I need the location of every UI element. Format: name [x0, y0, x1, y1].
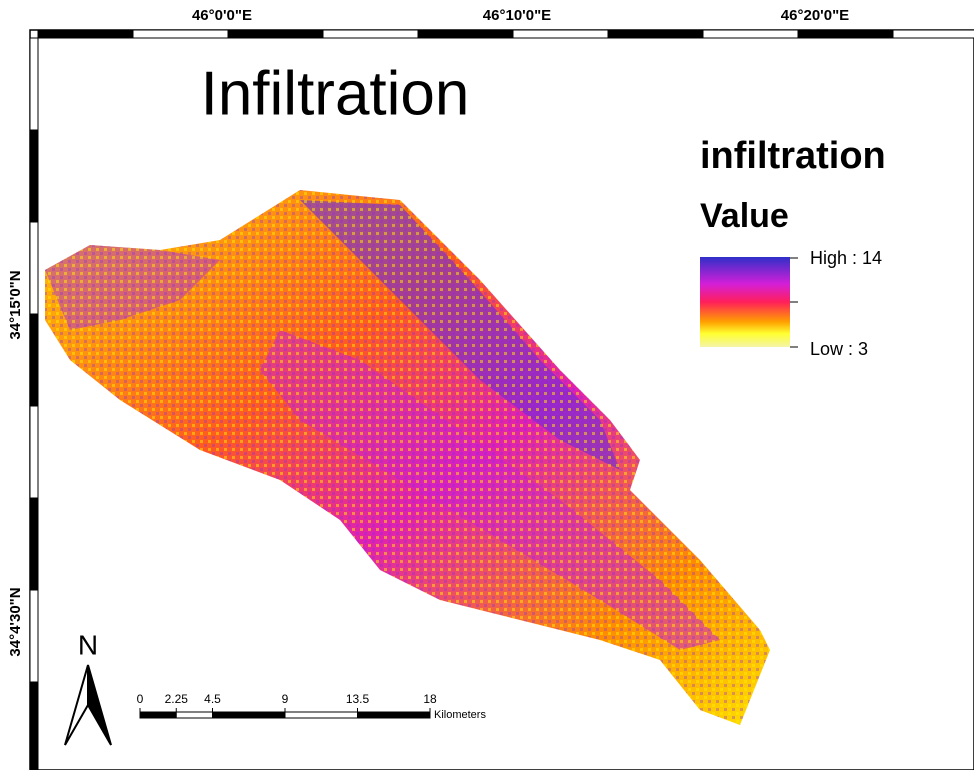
frame-segment [893, 30, 974, 38]
frame-segment [513, 30, 608, 38]
north-label: N [78, 629, 98, 660]
legend-low: Low : 3 [810, 339, 868, 359]
scale-segment [358, 712, 431, 718]
frame-segment [30, 682, 38, 770]
scale-label: 2.25 [165, 692, 189, 706]
frame-segment [323, 30, 418, 38]
frame-segment [798, 30, 893, 38]
frame-segment [30, 590, 38, 682]
north-arrow: N [65, 629, 111, 745]
legend-ticks [790, 258, 798, 347]
frame-segment [30, 498, 38, 590]
frame-segment [133, 30, 228, 38]
frame-segment [30, 222, 38, 314]
raster-map [45, 190, 770, 725]
scale-segment [176, 712, 212, 718]
map-layout: Infiltration infiltration Value High : 1… [0, 0, 974, 770]
scale-segment [213, 712, 286, 718]
frame-segment [30, 130, 38, 222]
scale-label: 13.5 [346, 692, 370, 706]
scale-label: 4.5 [204, 692, 221, 706]
scale-label: 18 [423, 692, 437, 706]
scale-label: 9 [282, 692, 289, 706]
scale-bar: 0 2.25 4.5 9 13.5 18 Kilometers [137, 692, 487, 721]
latitude-label: 34°4'30"N [7, 587, 24, 656]
scale-unit: Kilometers [434, 709, 486, 721]
legend-field: Value [700, 197, 789, 235]
scale-segment [140, 712, 176, 718]
frame-segment [30, 314, 38, 406]
map-title: Infiltration [201, 59, 470, 128]
frame-segment [703, 30, 798, 38]
scale-label: 0 [137, 692, 144, 706]
scale-segment [285, 712, 358, 718]
longitude-label: 46°20'0"E [781, 7, 849, 24]
frame-segment [38, 30, 133, 38]
frame-segment [608, 30, 703, 38]
frame-segment [30, 406, 38, 498]
legend-layer: infiltration [700, 135, 886, 177]
frame-segment [30, 38, 38, 130]
longitude-label: 46°10'0"E [483, 7, 551, 24]
frame-segment [418, 30, 513, 38]
legend-ramp [700, 257, 790, 347]
longitude-label: 46°0'0"E [192, 7, 252, 24]
latitude-label: 34°15'0"N [7, 270, 24, 339]
legend-high: High : 14 [810, 248, 882, 268]
frame-segment [228, 30, 323, 38]
